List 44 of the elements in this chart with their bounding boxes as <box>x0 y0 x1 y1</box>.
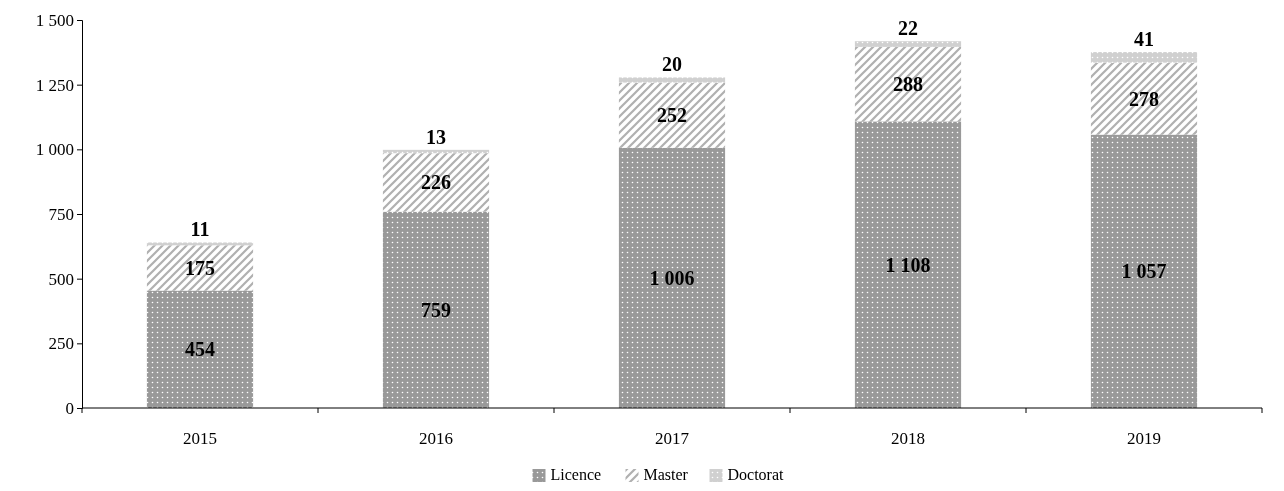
bar <box>1090 62 1198 135</box>
legend-label: Master <box>643 466 689 483</box>
legend-label: Licence <box>550 466 602 483</box>
data-label: 13 <box>426 125 446 148</box>
data-label: 1 057 <box>1121 260 1167 283</box>
bar <box>146 242 254 246</box>
data-label: 41 <box>1134 28 1154 51</box>
bar <box>854 46 962 122</box>
x-tick-label: 2018 <box>891 429 925 448</box>
y-tick-label: 1 500 <box>35 10 74 30</box>
legend-label: Doctorat <box>727 466 785 483</box>
bar <box>1090 134 1198 408</box>
bar <box>854 121 962 408</box>
data-label: 252 <box>657 104 687 127</box>
data-label: 759 <box>421 298 451 321</box>
x-tick-label: 2016 <box>419 429 453 448</box>
data-label: 175 <box>185 256 215 279</box>
bar <box>382 153 490 212</box>
y-tick-label: 1 250 <box>35 75 74 95</box>
bar <box>146 245 254 291</box>
y-tick-label: 750 <box>48 204 74 224</box>
bar <box>1090 52 1198 63</box>
y-tick-label: 0 <box>65 398 74 418</box>
bar <box>382 211 490 408</box>
data-label: 20 <box>662 53 682 76</box>
data-label: 11 <box>190 218 210 241</box>
bar <box>618 147 726 408</box>
bar <box>854 41 962 47</box>
data-label: 1 006 <box>649 266 695 289</box>
x-tick-label: 2017 <box>655 429 690 448</box>
data-label: 278 <box>1129 87 1159 110</box>
data-label: 22 <box>898 17 918 40</box>
bar <box>146 290 254 408</box>
x-tick-label: 2015 <box>183 429 217 448</box>
data-label: 1 108 <box>885 253 931 276</box>
data-label: 226 <box>421 171 451 194</box>
data-label: 454 <box>185 338 215 361</box>
y-tick-label: 250 <box>48 334 74 354</box>
y-tick-label: 1 000 <box>35 140 74 160</box>
data-label: 288 <box>893 73 923 96</box>
x-tick-label: 2019 <box>1127 429 1161 448</box>
bar <box>618 77 726 83</box>
y-tick-label: 500 <box>48 269 74 289</box>
bar <box>618 82 726 148</box>
